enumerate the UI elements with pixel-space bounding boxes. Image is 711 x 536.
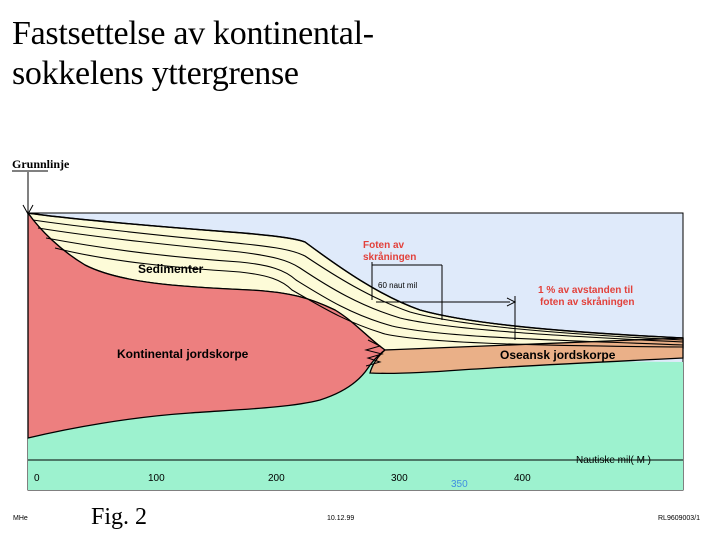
sediments-label: Sedimenter <box>138 262 204 276</box>
baseline-label: Grunnlinje <box>12 157 70 171</box>
baseline-arrowhead <box>22 204 34 216</box>
seabed-line <box>27 212 684 339</box>
sediment-strata <box>32 219 684 348</box>
one-percent-label-line-1: 1 % av avstanden til <box>538 285 633 296</box>
title-line-2: sokkelens yttergrense <box>12 55 299 92</box>
figure-label: Fig. 2 <box>91 504 148 530</box>
transition-zone <box>364 339 384 367</box>
axis-ticks: 0 100 200 300 400 <box>34 473 531 484</box>
tick-label-350: 350 <box>451 479 468 490</box>
tick-label-300: 300 <box>391 473 408 484</box>
tick-label-400: 400 <box>514 473 531 484</box>
foot-of-slope-label-line-2: skråningen <box>363 251 416 263</box>
oceanic-crust <box>369 337 684 375</box>
footer-code: RL9609003/1 <box>658 515 701 522</box>
slide-title: Fastsettelse av kontinental- sokkelens y… <box>12 14 374 94</box>
oceanic-crust-label: Oseansk jordskorpe <box>500 348 616 362</box>
annotation-lines <box>371 262 517 340</box>
footer-author: MHe <box>13 515 28 522</box>
axis-title: Nautiske mil( M ) <box>576 455 651 466</box>
one-percent-label-line-2: foten av skråningen <box>540 296 634 308</box>
footer-date: 10.12.99 <box>327 515 355 522</box>
title-line-1: Fastsettelse av kontinental- <box>12 15 374 52</box>
tick-label-0: 0 <box>34 473 40 484</box>
tick-label-200: 200 <box>268 473 285 484</box>
foot-of-slope-label-line-1: Foten av <box>363 240 405 251</box>
continental-crust-label: Kontinental jordskorpe <box>117 347 249 361</box>
tick-label-100: 100 <box>148 473 165 484</box>
sixty-nautical-miles-label: 60 naut mil <box>378 281 417 290</box>
